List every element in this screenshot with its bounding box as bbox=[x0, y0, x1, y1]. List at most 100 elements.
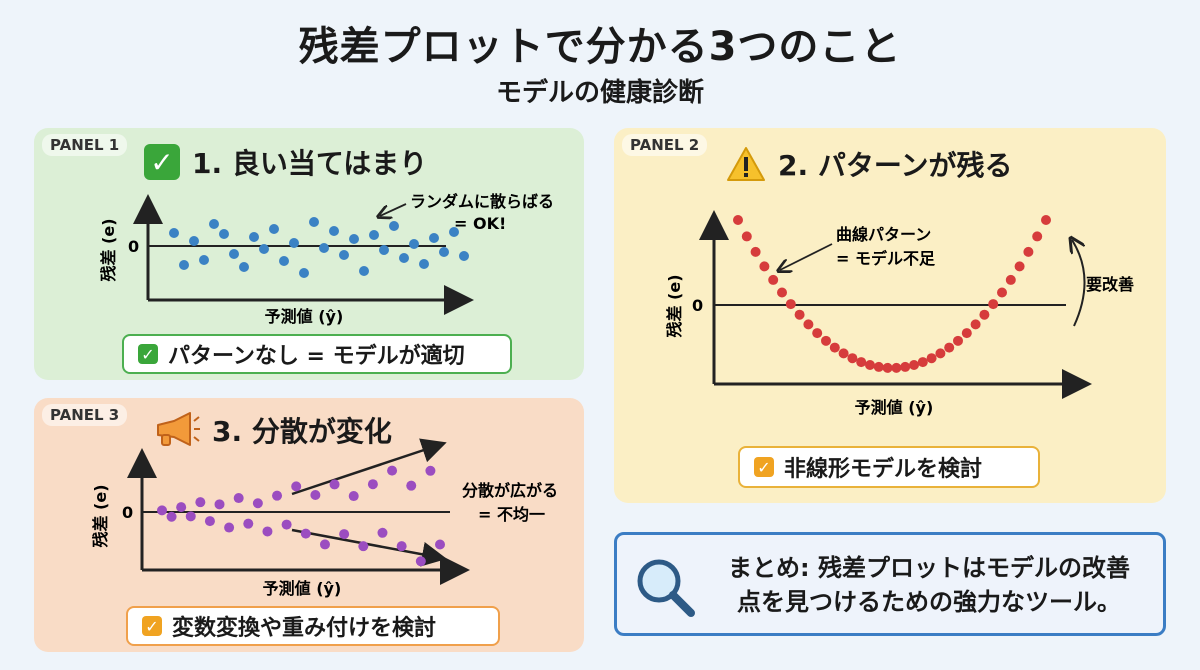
residual-point bbox=[399, 253, 409, 263]
residual-point bbox=[166, 511, 177, 522]
zero-label: 0 bbox=[692, 296, 703, 315]
side-note: 要改善 bbox=[1086, 275, 1134, 294]
residual-point bbox=[157, 505, 167, 516]
residual-point bbox=[367, 479, 378, 490]
residual-point bbox=[759, 261, 770, 272]
residual-point bbox=[1041, 215, 1051, 225]
panel-heading-text: 2. パターンが残る bbox=[778, 149, 1013, 182]
residual-point bbox=[389, 221, 399, 231]
residual-point bbox=[406, 480, 417, 491]
residual-point bbox=[785, 299, 796, 310]
residual-point bbox=[865, 359, 875, 370]
megaphone-icon bbox=[157, 412, 200, 446]
residual-point bbox=[252, 498, 263, 509]
panel-good-fit: PANEL 1 ✓ 1. 良い当てはまり 0 残差 (e) 予測値 (ŷ) ラン… bbox=[34, 128, 584, 380]
y-axis-label: 残差 (e) bbox=[99, 218, 118, 281]
residual-point bbox=[777, 287, 787, 298]
residual-point bbox=[1023, 246, 1034, 257]
annotation-line1: ランダムに散らばる bbox=[410, 192, 554, 211]
conclusion-box: ✓ パターンなし = モデルが適切 bbox=[122, 334, 512, 374]
residual-point bbox=[291, 481, 302, 492]
warning-icon bbox=[727, 147, 765, 181]
residual-point bbox=[425, 465, 436, 476]
residual-point bbox=[185, 511, 196, 522]
residual-point bbox=[169, 228, 179, 238]
residual-point bbox=[439, 247, 449, 257]
residual-point bbox=[997, 287, 1007, 298]
x-axis-label: 予測値 (ŷ) bbox=[265, 307, 344, 326]
residual-plot-curved: 0 残差 (e) 予測値 (ŷ) 曲線パターン = モデル不足 要改善 bbox=[665, 210, 1134, 417]
residual-point bbox=[419, 259, 429, 269]
residual-point bbox=[309, 217, 319, 227]
residual-point bbox=[1005, 274, 1016, 285]
check-icon: ✓ bbox=[144, 144, 180, 180]
residual-point bbox=[189, 236, 199, 246]
residual-point bbox=[176, 502, 187, 513]
residual-point bbox=[873, 361, 884, 372]
panel-tag: PANEL 3 bbox=[42, 404, 128, 426]
residual-point bbox=[349, 234, 359, 244]
panel-tag: PANEL 1 bbox=[42, 134, 128, 156]
residual-point bbox=[429, 233, 439, 243]
conclusion-text: 変数変換や重み付けを検討 bbox=[172, 616, 437, 641]
residual-point bbox=[415, 556, 426, 567]
residual-point bbox=[926, 353, 937, 364]
residual-point bbox=[970, 319, 981, 330]
residual-point bbox=[289, 238, 299, 248]
residual-point bbox=[224, 522, 235, 533]
residual-point bbox=[359, 266, 369, 276]
conclusion-text: 非線形モデルを検討 bbox=[784, 457, 983, 482]
annotation-line1: 分散が広がる bbox=[462, 481, 558, 500]
residual-point bbox=[300, 528, 311, 539]
residual-point bbox=[829, 342, 840, 353]
annotation-line2: = OK! bbox=[454, 214, 506, 233]
conclusion-box: ✓ 非線形モデルを検討 bbox=[738, 446, 1040, 488]
summary-line2: 点を見つけるための強力なツール。 bbox=[737, 588, 1121, 616]
residual-point bbox=[239, 262, 249, 272]
check-icon: ✓ bbox=[142, 616, 162, 636]
residual-point bbox=[856, 357, 867, 368]
residual-point bbox=[900, 361, 911, 372]
residual-point bbox=[219, 229, 229, 239]
annotation-line2: = 不均一 bbox=[478, 505, 545, 524]
check-icon: ✓ bbox=[754, 457, 774, 477]
panel-heading: 3. 分散が変化 bbox=[152, 410, 392, 450]
residual-point bbox=[838, 348, 849, 359]
residual-point bbox=[329, 479, 340, 490]
residual-point bbox=[812, 328, 823, 339]
panel-tag: PANEL 2 bbox=[622, 134, 708, 156]
residual-point bbox=[358, 541, 369, 552]
residual-point bbox=[262, 526, 273, 537]
panel-heading-text: 1. 良い当てはまり bbox=[192, 147, 428, 180]
residual-point bbox=[882, 362, 893, 373]
residual-point bbox=[891, 362, 902, 373]
funnel-arrow-upper bbox=[291, 438, 447, 496]
x-axis-label: 予測値 (ŷ) bbox=[263, 579, 342, 598]
annotation-line2: = モデル不足 bbox=[836, 249, 936, 268]
summary-box: まとめ: 残差プロットはモデルの改善 点を見つけるための強力なツール。 bbox=[614, 532, 1166, 636]
zero-label: 0 bbox=[128, 237, 139, 256]
residual-point bbox=[249, 232, 259, 242]
annotation-arrow bbox=[780, 243, 833, 270]
residual-point bbox=[319, 243, 329, 253]
residual-point bbox=[209, 219, 219, 229]
summary-line1: まとめ: 残差プロットはモデルの改善 bbox=[728, 554, 1130, 582]
residual-point bbox=[1032, 231, 1043, 242]
residual-point bbox=[961, 328, 972, 339]
magnifier-icon bbox=[637, 559, 695, 617]
residual-point bbox=[272, 490, 283, 501]
residual-point bbox=[269, 224, 279, 234]
residual-point bbox=[953, 335, 963, 346]
residual-point bbox=[944, 342, 955, 353]
residual-point bbox=[917, 357, 928, 368]
y-axis-label: 残差 (e) bbox=[665, 274, 684, 337]
residual-point bbox=[310, 490, 321, 501]
residual-point bbox=[449, 227, 459, 237]
residual-point bbox=[803, 319, 814, 330]
residual-plot-funnel: 0 残差 (e) 予測値 (ŷ) 分散が広がる = 不均一 bbox=[91, 438, 558, 598]
check-icon: ✓ bbox=[138, 344, 158, 364]
residual-point bbox=[243, 518, 254, 529]
residual-point bbox=[279, 256, 289, 266]
residual-point bbox=[935, 348, 946, 359]
residual-point bbox=[768, 274, 779, 285]
